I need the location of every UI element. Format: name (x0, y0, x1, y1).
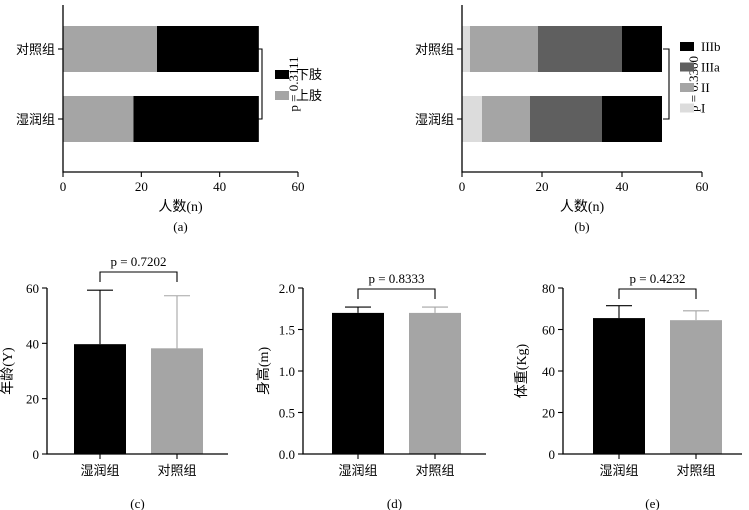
y-tick-label: 湿润组 (415, 112, 454, 127)
panel-c: 湿润组 对照组 0 20 40 60 年龄(Y) p = 0.7202 (c) (0, 254, 228, 510)
legend-label-上肢: 上肢 (296, 88, 322, 103)
x-axis-label: 人数(n) (158, 199, 203, 215)
bar-下肢-湿润组 (133, 96, 259, 142)
x-tick-label: 20 (135, 179, 148, 194)
bar-对照组 (670, 320, 722, 454)
p-value-label: p = 0.7202 (110, 254, 166, 269)
y-axis-label: 身高(m) (255, 347, 272, 396)
y-tick-label: 40 (26, 336, 39, 351)
bar-上肢-对照组 (63, 26, 157, 72)
bar-湿润组 (74, 344, 126, 454)
legend-swatch-下肢 (275, 70, 289, 79)
error-bar-对照组 (683, 310, 709, 321)
y-tick-label: 对照组 (16, 42, 55, 57)
y-tick-label: 1.5 (279, 323, 295, 338)
x-tick-label: 对照组 (415, 463, 454, 478)
legend-label-IIIa: IIIa (701, 60, 720, 75)
p-value-label: p = 0.8333 (368, 271, 424, 286)
bar-对照组 (151, 348, 203, 454)
x-tick-label: 60 (696, 179, 709, 194)
panel-d: 湿润组 对照组 0.0 0.5 1.0 1.5 2.0 身高(m) p = 0.8333 (d) (255, 271, 486, 510)
error-bar-对照组 (422, 306, 448, 313)
bar-I-湿润组 (462, 96, 482, 142)
x-tick-label: 0 (60, 179, 67, 194)
x-axis-label: 人数(n) (560, 199, 605, 215)
bar-IIIb-湿润组 (602, 96, 662, 142)
bar-II-湿润组 (482, 96, 530, 142)
legend-label-II: II (701, 80, 710, 95)
significance-bracket (99, 271, 178, 282)
p-value-label: p = 0.4232 (629, 271, 685, 286)
significance-bracket (357, 288, 436, 299)
bar-湿润组 (593, 318, 645, 454)
y-tick-label: 2.0 (279, 281, 295, 296)
legend-swatch-IIIa (680, 62, 694, 72)
y-tick-label: 0.5 (279, 406, 295, 421)
legend-label-I: I (701, 101, 705, 116)
y-tick-label: 湿润组 (16, 112, 55, 127)
bar-II-对照组 (470, 26, 538, 72)
significance-bracket (256, 48, 263, 120)
legend-label-IIIb: IIIb (701, 39, 721, 54)
bar-I-对照组 (462, 26, 470, 72)
caption: (e) (645, 496, 659, 510)
x-tick-label: 40 (616, 179, 629, 194)
y-tick-label: 0 (549, 447, 556, 462)
bar-对照组 (409, 312, 461, 454)
error-bar-湿润组 (606, 305, 632, 319)
legend-swatch-上肢 (275, 91, 289, 100)
significance-bracket (663, 48, 670, 120)
legend-swatch-IIIb (680, 42, 694, 51)
p-value-label: p = 0.3111 (286, 56, 301, 111)
caption: (d) (387, 496, 402, 510)
y-tick-label: 1.0 (279, 364, 295, 379)
y-tick-label: 40 (542, 364, 555, 379)
error-bar-对照组 (164, 295, 190, 349)
x-tick-label: 湿润组 (599, 463, 638, 478)
x-tick-label: 20 (536, 179, 549, 194)
x-tick-label: 湿润组 (80, 463, 119, 478)
error-bar-湿润组 (87, 289, 113, 345)
y-tick-label: 对照组 (415, 42, 454, 57)
x-tick-label: 60 (292, 179, 305, 194)
bar-湿润组 (332, 312, 384, 454)
error-bar-湿润组 (345, 306, 371, 313)
y-tick-label: 0 (33, 447, 40, 462)
x-tick-label: 对照组 (157, 463, 196, 478)
bar-IIIa-对照组 (538, 26, 622, 72)
panel-e: 湿润组 对照组 0 20 40 60 80 体重(Kg) p = 0.4232 (e) (514, 271, 742, 510)
caption: (c) (130, 496, 144, 510)
legend-label-下肢: 下肢 (296, 67, 322, 82)
bar-IIIb-对照组 (622, 26, 662, 72)
x-tick-label: 40 (213, 179, 226, 194)
y-axis-label: 体重(Kg) (514, 343, 530, 398)
y-tick-label: 60 (26, 281, 39, 296)
x-tick-label: 0 (459, 179, 466, 194)
caption: (b) (574, 219, 589, 234)
y-tick-label: 80 (542, 281, 555, 296)
x-tick-label: 湿润组 (338, 463, 377, 478)
bar-上肢-湿润组 (63, 96, 134, 142)
legend-swatch-II (680, 83, 694, 92)
y-tick-label: 20 (26, 392, 39, 407)
y-tick-label: 60 (542, 323, 555, 338)
bar-IIIa-湿润组 (530, 96, 602, 142)
y-tick-label: 20 (542, 406, 555, 421)
y-axis-label: 年龄(Y) (0, 347, 16, 395)
significance-bracket (618, 288, 697, 299)
x-tick-label: 对照组 (676, 463, 715, 478)
y-tick-label: 0.0 (279, 447, 295, 462)
caption: (a) (173, 219, 187, 234)
legend-swatch-I (680, 103, 694, 113)
bar-下肢-对照组 (157, 26, 259, 72)
